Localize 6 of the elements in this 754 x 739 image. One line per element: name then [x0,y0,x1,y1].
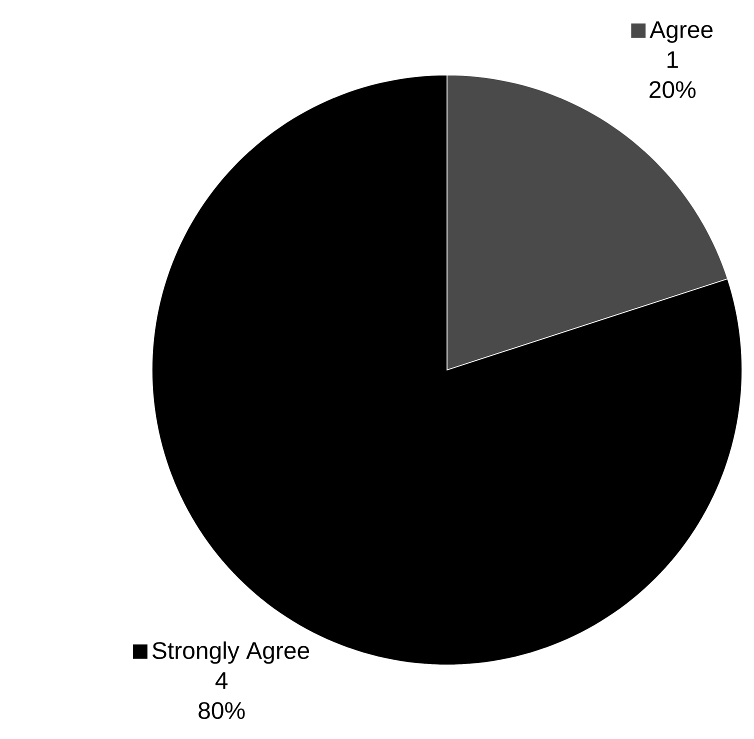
text: 1 [668,51,678,68]
text: 4 [215,672,228,689]
data-label: 80% [198,702,245,720]
data-label: 20% [650,81,696,98]
legend-label: Agree [650,21,713,43]
legend-label: Strongly Agree [152,641,310,664]
